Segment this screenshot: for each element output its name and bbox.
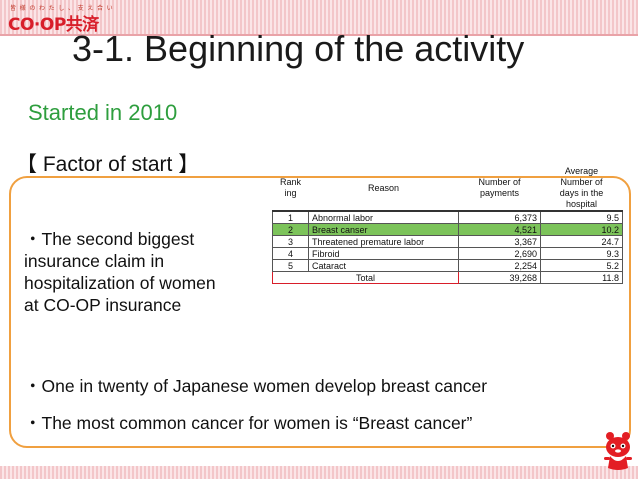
claim-line: at CO-OP insurance: [24, 295, 182, 315]
cell-total-payments: 39,268: [458, 271, 541, 284]
cell-rank: 5: [272, 259, 309, 272]
bullet-incidence: ・One in twenty of Japanese women develop…: [24, 376, 488, 396]
top-divider: [0, 34, 638, 36]
cell-payments: 4,521: [458, 223, 541, 236]
table-row: 4 Fibroid 2,690 9.3: [272, 247, 623, 260]
cell-days: 9.3: [540, 247, 623, 260]
cell-reason: Abnormal labor: [308, 210, 459, 224]
factor-heading: 【 Factor of start 】: [16, 153, 200, 176]
cell-reason: Fibroid: [308, 247, 459, 260]
cell-payments: 3,367: [458, 235, 541, 248]
cell-total-days: 11.8: [540, 271, 623, 284]
coop-logo: CO·OP共済: [8, 15, 99, 35]
table-row: 3 Threatened premature labor 3,367 24.7: [272, 235, 623, 248]
bottom-banner: [0, 466, 638, 479]
claims-table: Rank ing Reason Number of payments Avera…: [272, 166, 623, 284]
table-row: 1 Abnormal labor 6,373 9.5: [272, 210, 623, 224]
mascot-icon: [604, 432, 632, 470]
header-avg-days: Average Number of days in the hospital: [540, 166, 623, 212]
cell-payments: 2,690: [458, 247, 541, 260]
table-total-row: Total 39,268 11.8: [272, 271, 623, 284]
cell-days: 10.2: [540, 223, 623, 236]
cell-days: 9.5: [540, 210, 623, 224]
logo-tagline: 皆 様 の わ た し 、 支 え 合 い: [10, 6, 114, 12]
table-header-row: Rank ing Reason Number of payments Avera…: [272, 166, 623, 212]
cell-days: 24.7: [540, 235, 623, 248]
header-ranking: Rank ing: [272, 166, 309, 212]
cell-rank: 3: [272, 235, 309, 248]
cell-reason: Threatened premature labor: [308, 235, 459, 248]
claim-line: hospitalization of women: [24, 273, 216, 293]
table-row: 5 Cataract 2,254 5.2: [272, 259, 623, 272]
claim-text: ・The second biggest insurance claim in h…: [24, 228, 269, 316]
cell-days: 5.2: [540, 259, 623, 272]
slide-subtitle: Started in 2010: [28, 100, 178, 125]
claim-line: ・The second biggest: [24, 229, 195, 249]
cell-rank: 4: [272, 247, 309, 260]
cell-reason: Cataract: [308, 259, 459, 272]
top-banner: [0, 0, 638, 36]
cell-total-label: Total: [272, 271, 459, 284]
header-reason: Reason: [308, 166, 459, 212]
bullet-most-common: ・The most common cancer for women is “Br…: [24, 413, 473, 433]
claim-line: insurance claim in: [24, 251, 165, 271]
slide-title: 3-1. Beginning of the activity: [72, 28, 525, 69]
cell-reason: Breast canser: [308, 223, 459, 236]
cell-rank: 2: [272, 223, 309, 236]
table-row-highlighted: 2 Breast canser 4,521 10.2: [272, 223, 623, 236]
cell-payments: 2,254: [458, 259, 541, 272]
cell-rank: 1: [272, 210, 309, 224]
cell-payments: 6,373: [458, 210, 541, 224]
header-payments: Number of payments: [458, 166, 541, 212]
